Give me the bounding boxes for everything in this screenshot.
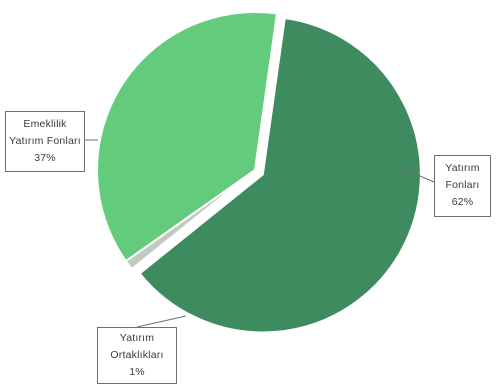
percent-label: 62% [451, 196, 474, 208]
leader-line-ortakliklari [136, 315, 187, 328]
label-line: Emeklilik [23, 118, 67, 130]
data-label-emeklilik-yatirim-fonlari: Emeklilik Yatırım Fonları 37% [5, 111, 85, 172]
leader-line-yatirim-fonlari [405, 169, 435, 183]
data-label-yatirim-fonlari: Yatırım Fonları 62% [434, 155, 491, 217]
percent-label: 37% [34, 152, 56, 164]
pie-slice-2 [96, 11, 278, 263]
pie-slices [96, 11, 422, 334]
percent-label: 1% [129, 366, 145, 378]
data-label-yatirim-ortakliklari: Yatırım Ortaklıkları 1% [97, 327, 177, 384]
pie-slice-0 [138, 16, 422, 334]
callout-leader-lines [85, 139, 435, 328]
label-line: Yatırım [445, 162, 480, 174]
label-line: Yatırım Fonları [9, 135, 81, 147]
label-line: Fonları [445, 179, 480, 191]
label-line: Ortaklıkları [110, 349, 164, 361]
label-line: Yatırım [119, 332, 155, 344]
